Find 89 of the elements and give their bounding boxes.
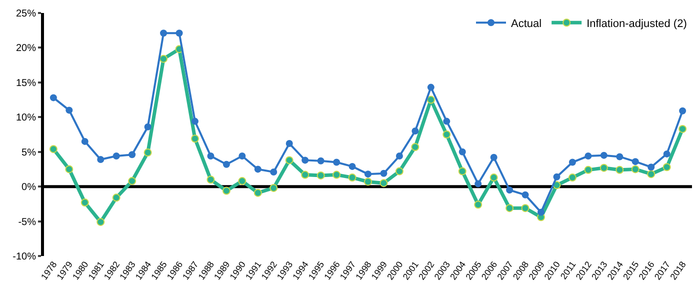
point (316, 171, 325, 180)
point (238, 177, 246, 186)
point (65, 165, 74, 174)
point (222, 160, 230, 168)
point (49, 145, 58, 154)
point (380, 170, 388, 177)
point (616, 153, 624, 160)
point (427, 84, 434, 91)
point (333, 158, 340, 166)
point (128, 177, 136, 186)
point (50, 94, 57, 102)
point (176, 30, 183, 37)
point (679, 107, 686, 114)
point (144, 148, 152, 157)
point (553, 173, 560, 180)
point (254, 166, 262, 173)
point (302, 156, 309, 164)
point (521, 204, 530, 212)
point (395, 167, 404, 176)
point (662, 163, 671, 172)
point (490, 154, 498, 161)
y-tick-label: -10% (12, 252, 36, 262)
point (66, 106, 73, 114)
point (538, 208, 545, 216)
point (364, 178, 372, 186)
y-tick-label: 15% (16, 78, 36, 89)
point (678, 124, 687, 133)
y-tick-label: 20% (16, 43, 36, 54)
point (285, 156, 294, 164)
point (207, 152, 214, 160)
point (112, 194, 120, 202)
point (112, 152, 120, 160)
point (270, 184, 278, 192)
point (348, 174, 356, 182)
point (584, 152, 592, 160)
point (600, 152, 608, 159)
point (458, 167, 466, 176)
point (286, 140, 293, 148)
point (506, 186, 514, 194)
point (600, 164, 608, 172)
point (426, 96, 435, 104)
point (81, 138, 88, 145)
point (190, 134, 199, 143)
point (474, 200, 482, 209)
point (96, 218, 105, 226)
point (490, 174, 498, 182)
point (647, 170, 656, 178)
point (80, 198, 89, 207)
point (442, 130, 451, 138)
point (160, 30, 168, 37)
legend-label: Inflation-adjusted (2) (586, 18, 687, 30)
point (474, 180, 482, 188)
point (412, 128, 419, 135)
point (663, 150, 670, 158)
point (128, 151, 136, 158)
y-tick-label: -5% (18, 216, 36, 228)
point (632, 158, 639, 166)
point (584, 166, 592, 174)
point (191, 118, 198, 125)
point (222, 186, 230, 195)
point (317, 157, 324, 164)
point (443, 118, 450, 125)
y-tick-label: 10% (16, 112, 36, 124)
point (648, 164, 655, 171)
point (332, 170, 341, 179)
point (568, 158, 576, 166)
y-tick-label: 25% (16, 8, 36, 20)
point (301, 170, 310, 179)
point (348, 162, 356, 170)
y-tick-label: 5% (22, 147, 36, 158)
point (238, 152, 246, 160)
point (270, 168, 278, 176)
point (206, 176, 215, 184)
point (631, 165, 640, 174)
point (380, 179, 388, 188)
point (568, 174, 576, 182)
y-tick-label: 0% (22, 182, 36, 194)
point (364, 170, 372, 178)
point (616, 166, 624, 174)
point (458, 148, 466, 156)
point (506, 204, 514, 212)
point (144, 123, 152, 130)
point (160, 54, 168, 63)
point (254, 188, 262, 197)
point (411, 143, 420, 151)
point (97, 156, 104, 163)
point (522, 191, 529, 198)
point (396, 152, 403, 160)
legend-label: Actual (511, 18, 542, 30)
